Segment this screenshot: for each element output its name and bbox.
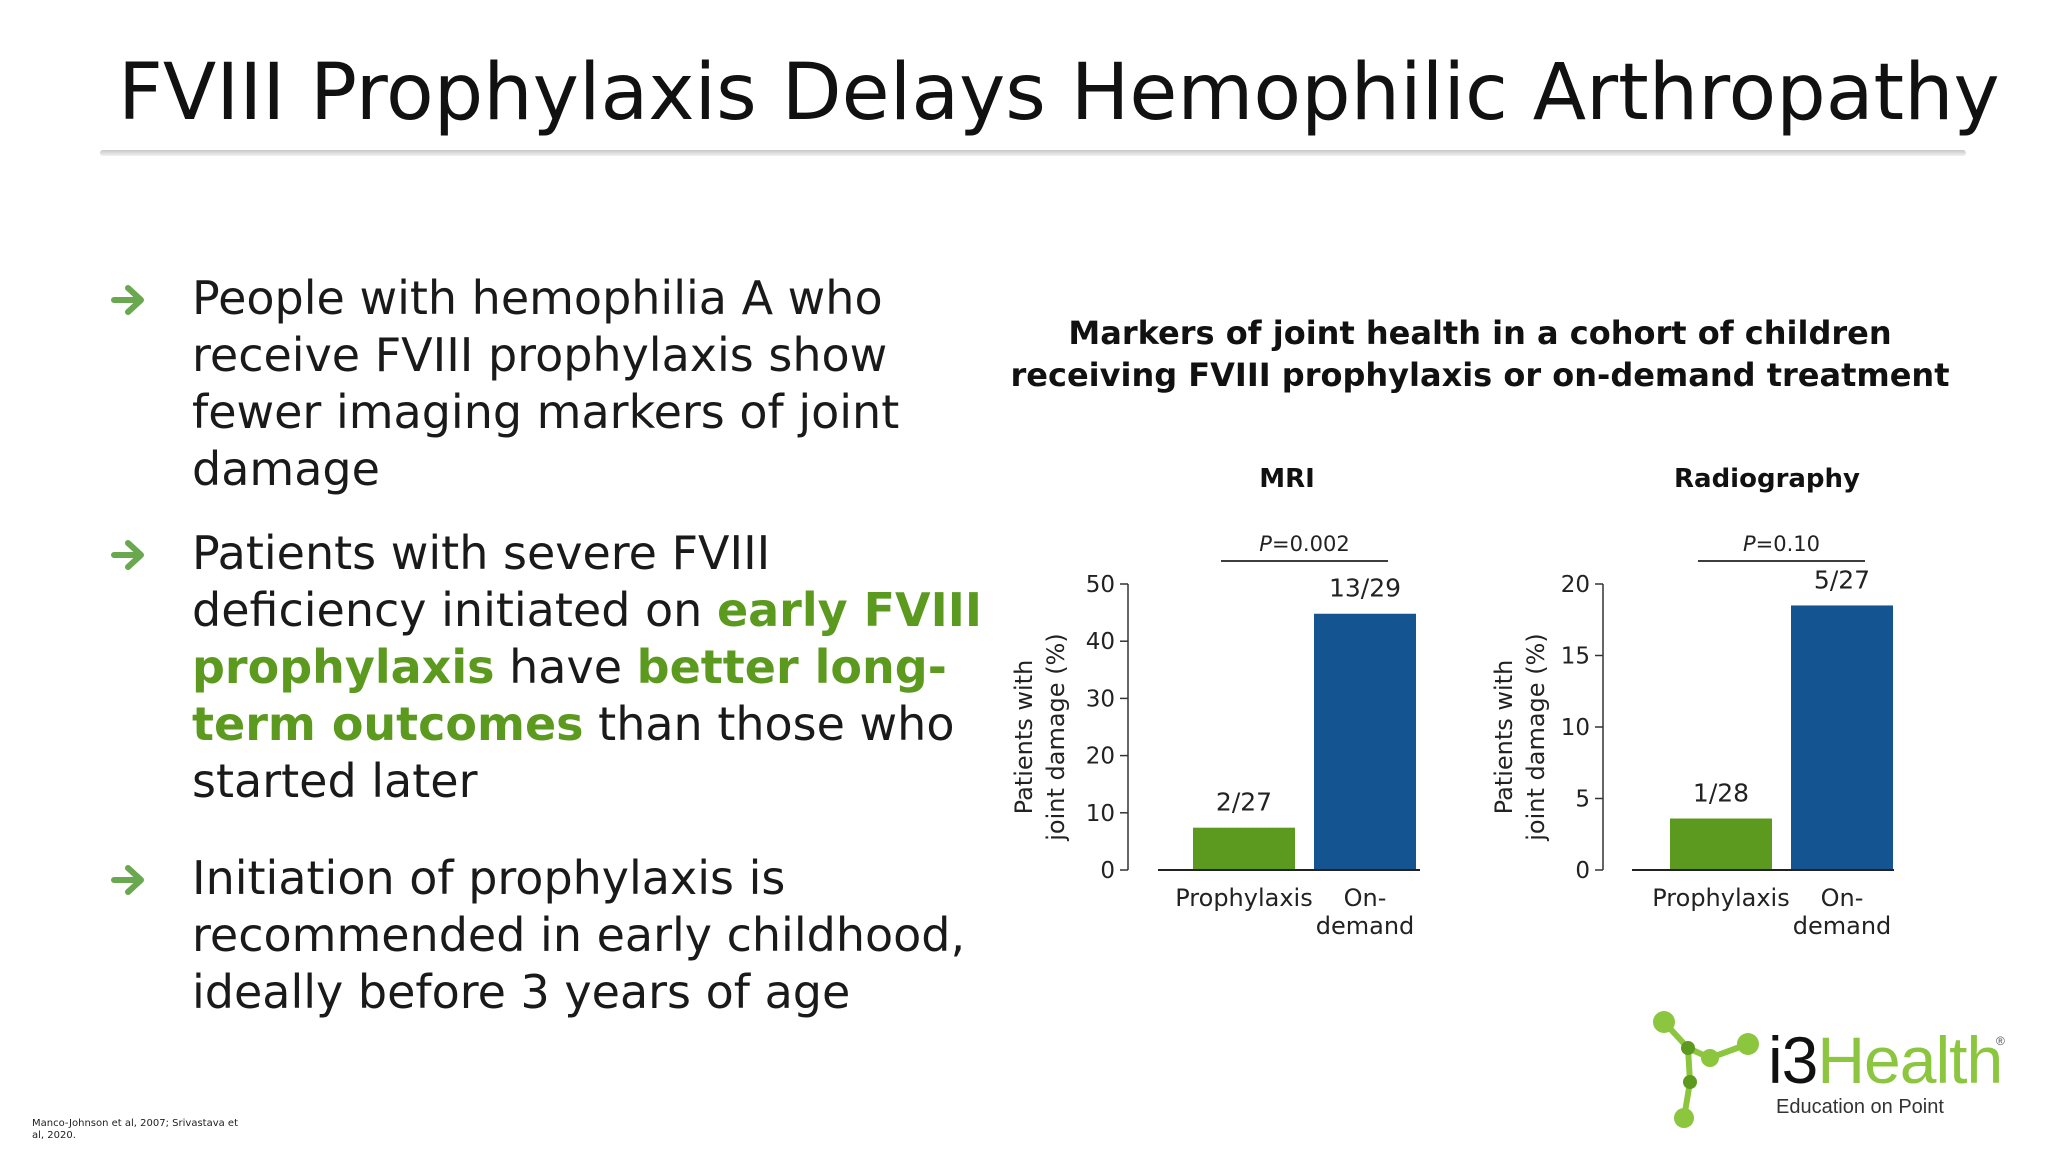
- y-axis-label: joint damage (%): [1522, 633, 1550, 841]
- y-axis-label: joint damage (%): [1042, 633, 1070, 841]
- bullet-text-part: than those who started later: [192, 697, 955, 808]
- logo-name-part1: i3: [1768, 1023, 1818, 1097]
- p-value-label: P=0.10: [1743, 532, 1820, 556]
- bullet-highlight: better long-term outcomes: [192, 640, 947, 751]
- y-tick-label: 5: [1575, 787, 1590, 813]
- logo-registered-mark: ®: [1996, 1034, 2005, 1048]
- y-axis-label: Patients with: [1010, 660, 1038, 815]
- bar-prophylaxis: [1670, 818, 1772, 870]
- y-tick-label: 50: [1086, 572, 1115, 598]
- y-tick-label: 10: [1086, 801, 1115, 827]
- bar-on-demand: [1314, 613, 1416, 870]
- chart-title-line-2: receiving FVIII prophylaxis or on-demand…: [1010, 356, 1950, 394]
- bullet-text-part: Initiation of prophylaxis is recommended…: [192, 851, 966, 1019]
- arrow-right-icon: [111, 540, 144, 570]
- bar-data-label: 13/29: [1329, 574, 1401, 603]
- x-category-label: Prophylaxis: [1652, 884, 1789, 912]
- title-divider: [100, 150, 1966, 156]
- bullet-text: People with hemophilia A who receive FVI…: [192, 270, 992, 498]
- page-title: FVIII Prophylaxis Delays Hemophilic Arth…: [118, 48, 2000, 138]
- bullet-text-part: People with hemophilia A who receive FVI…: [192, 271, 900, 496]
- chart-title: Markers of joint health in a cohort of c…: [1010, 312, 1950, 396]
- y-tick-label: 40: [1086, 629, 1115, 655]
- bullet-highlight: early FVIII prophylaxis: [192, 583, 982, 694]
- bar-data-label: 2/27: [1216, 788, 1272, 817]
- bullet-text: Patients with severe FVIII deficiency in…: [192, 525, 992, 810]
- x-category-label: On-: [1344, 884, 1387, 912]
- y-tick-label: 0: [1575, 858, 1590, 884]
- arrow-right-icon: [111, 865, 144, 895]
- p-value-label: P=0.002: [1259, 532, 1349, 556]
- logo-name-part2: Health: [1817, 1023, 2003, 1097]
- x-category-label: demand: [1316, 912, 1415, 940]
- x-category-label: Prophylaxis: [1175, 884, 1312, 912]
- chart-title-line-1: Markers of joint health in a cohort of c…: [1068, 314, 1892, 352]
- panel-title: Radiography: [1674, 464, 1860, 494]
- citation-footnote: Manco-Johnson et al, 2007; Srivastava et…: [32, 1118, 239, 1141]
- x-category-label: On-: [1821, 884, 1864, 912]
- y-tick-label: 10: [1561, 715, 1590, 741]
- y-tick-label: 0: [1100, 858, 1115, 884]
- y-tick-label: 20: [1086, 744, 1115, 770]
- logo-tagline: Education on Point: [1776, 1096, 1944, 1118]
- i3health-logo-icon: [1653, 1011, 1759, 1128]
- x-category-label: demand: [1793, 912, 1892, 940]
- y-tick-label: 15: [1561, 644, 1590, 670]
- arrow-right-icon: [111, 285, 144, 315]
- bar-data-label: 1/28: [1693, 779, 1749, 808]
- logo-wordmark: i3Health: [1768, 1022, 2003, 1098]
- panel-title: MRI: [1259, 464, 1315, 494]
- bar-data-label: 5/27: [1814, 565, 1870, 594]
- bullet-text: Initiation of prophylaxis is recommended…: [192, 850, 992, 1021]
- bar-prophylaxis: [1193, 827, 1295, 870]
- y-tick-label: 20: [1561, 572, 1590, 598]
- bullet-text-part: have: [494, 640, 637, 694]
- y-axis-label: Patients with: [1490, 660, 1518, 815]
- bar-on-demand: [1791, 605, 1893, 870]
- y-tick-label: 30: [1086, 686, 1115, 712]
- bullet-text-part: Patients with severe FVIII deficiency in…: [192, 526, 771, 637]
